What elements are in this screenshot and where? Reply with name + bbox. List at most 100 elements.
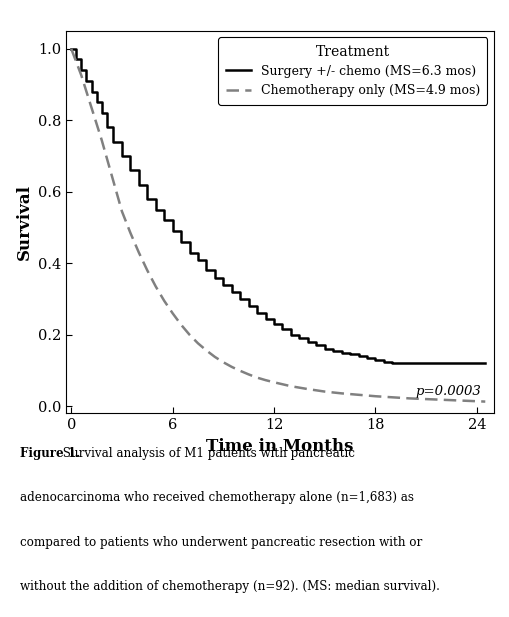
- Text: Figure 1.: Figure 1.: [20, 447, 80, 460]
- Text: compared to patients who underwent pancreatic resection with or: compared to patients who underwent pancr…: [20, 536, 422, 549]
- Surgery +/- chemo (MS=6.3 mos): [457, 360, 463, 367]
- Surgery +/- chemo (MS=6.3 mos): [119, 152, 125, 160]
- Surgery +/- chemo (MS=6.3 mos): [212, 274, 218, 281]
- Text: p=0.0003: p=0.0003: [415, 385, 481, 398]
- Surgery +/- chemo (MS=6.3 mos): [389, 360, 395, 367]
- Text: Survival analysis of M1 patients with pancreatic: Survival analysis of M1 patients with pa…: [59, 447, 355, 460]
- Chemotherapy only (MS=4.9 mos): [82, 83, 88, 90]
- Surgery +/- chemo (MS=6.3 mos): [381, 358, 387, 365]
- Surgery +/- chemo (MS=6.3 mos): [373, 356, 379, 363]
- Chemotherapy only (MS=4.9 mos): [161, 297, 167, 304]
- Line: Surgery +/- chemo (MS=6.3 mos): Surgery +/- chemo (MS=6.3 mos): [71, 49, 485, 363]
- Surgery +/- chemo (MS=6.3 mos): [83, 77, 90, 85]
- Chemotherapy only (MS=4.9 mos): [119, 208, 125, 215]
- Surgery +/- chemo (MS=6.3 mos): [144, 195, 150, 202]
- Surgery +/- chemo (MS=6.3 mos): [99, 109, 105, 117]
- Chemotherapy only (MS=4.9 mos): [271, 379, 277, 386]
- Surgery +/- chemo (MS=6.3 mos): [136, 181, 142, 188]
- Surgery +/- chemo (MS=6.3 mos): [313, 342, 319, 349]
- Surgery +/- chemo (MS=6.3 mos): [110, 138, 117, 146]
- Surgery +/- chemo (MS=6.3 mos): [364, 354, 370, 362]
- X-axis label: Time in Months: Time in Months: [206, 438, 354, 455]
- Surgery +/- chemo (MS=6.3 mos): [78, 67, 84, 74]
- Chemotherapy only (MS=4.9 mos): [72, 54, 78, 61]
- Surgery +/- chemo (MS=6.3 mos): [254, 310, 260, 317]
- Chemotherapy only (MS=4.9 mos): [204, 347, 210, 354]
- Surgery +/- chemo (MS=6.3 mos): [322, 346, 328, 353]
- Chemotherapy only (MS=4.9 mos): [246, 371, 252, 378]
- Surgery +/- chemo (MS=6.3 mos): [220, 281, 227, 288]
- Chemotherapy only (MS=4.9 mos): [78, 72, 84, 79]
- Surgery +/- chemo (MS=6.3 mos): [355, 352, 361, 360]
- Legend: Surgery +/- chemo (MS=6.3 mos), Chemotherapy only (MS=4.9 mos): Surgery +/- chemo (MS=6.3 mos), Chemothe…: [218, 37, 488, 105]
- Chemotherapy only (MS=4.9 mos): [153, 283, 159, 290]
- Chemotherapy only (MS=4.9 mos): [68, 45, 74, 52]
- Chemotherapy only (MS=4.9 mos): [237, 367, 243, 375]
- Chemotherapy only (MS=4.9 mos): [355, 391, 361, 399]
- Surgery +/- chemo (MS=6.3 mos): [195, 256, 201, 263]
- Chemotherapy only (MS=4.9 mos): [457, 397, 463, 404]
- Y-axis label: Survival: Survival: [15, 184, 33, 260]
- Surgery +/- chemo (MS=6.3 mos): [169, 227, 176, 234]
- Text: without the addition of chemotherapy (n=92). (MS: median survival).: without the addition of chemotherapy (n=…: [20, 580, 440, 593]
- Surgery +/- chemo (MS=6.3 mos): [271, 320, 277, 328]
- Surgery +/- chemo (MS=6.3 mos): [246, 302, 252, 310]
- Chemotherapy only (MS=4.9 mos): [220, 358, 227, 366]
- Surgery +/- chemo (MS=6.3 mos): [288, 331, 294, 339]
- Chemotherapy only (MS=4.9 mos): [305, 386, 311, 393]
- Chemotherapy only (MS=4.9 mos): [114, 190, 120, 197]
- Surgery +/- chemo (MS=6.3 mos): [423, 360, 429, 367]
- Chemotherapy only (MS=4.9 mos): [263, 376, 269, 384]
- Surgery +/- chemo (MS=6.3 mos): [153, 206, 159, 213]
- Surgery +/- chemo (MS=6.3 mos): [305, 338, 311, 346]
- Chemotherapy only (MS=4.9 mos): [389, 394, 395, 401]
- Chemotherapy only (MS=4.9 mos): [406, 395, 412, 402]
- Chemotherapy only (MS=4.9 mos): [474, 397, 480, 405]
- Chemotherapy only (MS=4.9 mos): [440, 396, 446, 404]
- Chemotherapy only (MS=4.9 mos): [373, 392, 379, 400]
- Chemotherapy only (MS=4.9 mos): [136, 249, 142, 256]
- Chemotherapy only (MS=4.9 mos): [423, 395, 429, 403]
- Chemotherapy only (MS=4.9 mos): [482, 398, 488, 405]
- Surgery +/- chemo (MS=6.3 mos): [68, 45, 74, 52]
- Chemotherapy only (MS=4.9 mos): [89, 104, 95, 112]
- Surgery +/- chemo (MS=6.3 mos): [127, 167, 133, 174]
- Chemotherapy only (MS=4.9 mos): [169, 310, 176, 317]
- Chemotherapy only (MS=4.9 mos): [127, 229, 133, 236]
- Surgery +/- chemo (MS=6.3 mos): [237, 296, 243, 303]
- Chemotherapy only (MS=4.9 mos): [186, 331, 192, 339]
- Surgery +/- chemo (MS=6.3 mos): [347, 350, 353, 358]
- Chemotherapy only (MS=4.9 mos): [212, 353, 218, 360]
- Surgery +/- chemo (MS=6.3 mos): [330, 347, 336, 355]
- Chemotherapy only (MS=4.9 mos): [338, 390, 345, 397]
- Surgery +/- chemo (MS=6.3 mos): [406, 360, 412, 367]
- Surgery +/- chemo (MS=6.3 mos): [186, 249, 192, 256]
- Text: adenocarcinoma who received chemotherapy alone (n=1,683) as: adenocarcinoma who received chemotherapy…: [20, 491, 414, 504]
- Chemotherapy only (MS=4.9 mos): [75, 63, 81, 70]
- Chemotherapy only (MS=4.9 mos): [109, 172, 115, 180]
- Chemotherapy only (MS=4.9 mos): [144, 267, 150, 274]
- Chemotherapy only (MS=4.9 mos): [99, 136, 105, 144]
- Chemotherapy only (MS=4.9 mos): [94, 120, 100, 128]
- Chemotherapy only (MS=4.9 mos): [195, 339, 201, 347]
- Chemotherapy only (MS=4.9 mos): [322, 388, 328, 395]
- Surgery +/- chemo (MS=6.3 mos): [73, 56, 79, 63]
- Surgery +/- chemo (MS=6.3 mos): [89, 88, 95, 96]
- Surgery +/- chemo (MS=6.3 mos): [440, 360, 446, 367]
- Chemotherapy only (MS=4.9 mos): [85, 93, 91, 101]
- Surgery +/- chemo (MS=6.3 mos): [104, 123, 110, 131]
- Surgery +/- chemo (MS=6.3 mos): [263, 315, 269, 322]
- Chemotherapy only (MS=4.9 mos): [288, 383, 294, 390]
- Chemotherapy only (MS=4.9 mos): [178, 321, 184, 328]
- Surgery +/- chemo (MS=6.3 mos): [178, 238, 184, 246]
- Surgery +/- chemo (MS=6.3 mos): [161, 217, 167, 224]
- Chemotherapy only (MS=4.9 mos): [229, 363, 235, 371]
- Surgery +/- chemo (MS=6.3 mos): [474, 360, 480, 367]
- Surgery +/- chemo (MS=6.3 mos): [94, 99, 100, 106]
- Surgery +/- chemo (MS=6.3 mos): [204, 267, 210, 274]
- Chemotherapy only (MS=4.9 mos): [254, 374, 260, 381]
- Surgery +/- chemo (MS=6.3 mos): [482, 360, 488, 367]
- Surgery +/- chemo (MS=6.3 mos): [338, 349, 345, 356]
- Surgery +/- chemo (MS=6.3 mos): [279, 326, 286, 333]
- Surgery +/- chemo (MS=6.3 mos): [229, 288, 235, 296]
